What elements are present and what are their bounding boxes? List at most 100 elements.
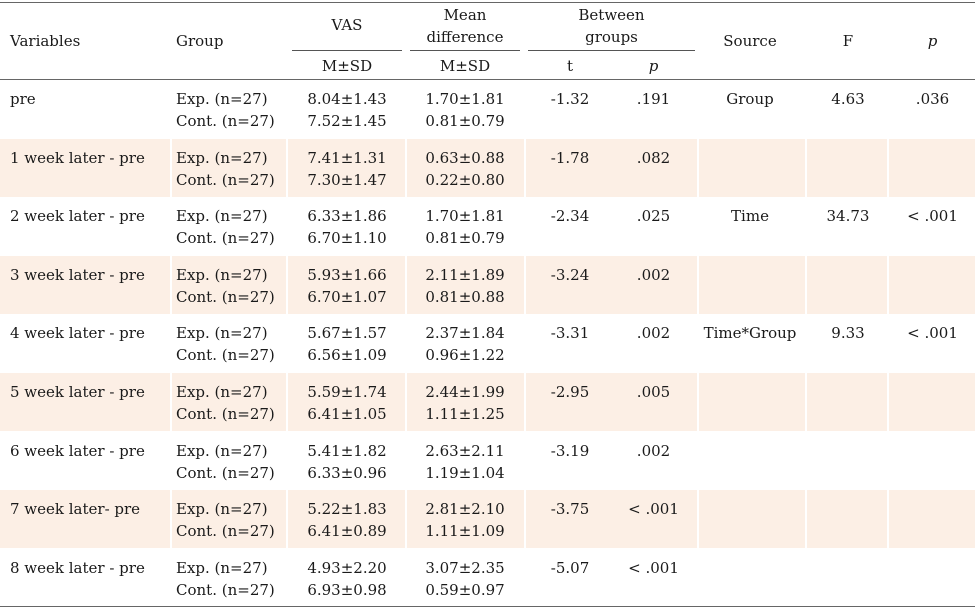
header-source: Source [723,32,777,50]
cell-p2: < .001 [907,207,958,226]
cell-variable: 5 week later - pre [10,383,145,401]
cell-p: .025 [636,207,671,226]
cell-vas-cont: 6.70±1.07 [307,287,387,306]
cell-group: Exp. (n=27) Cont. (n=27) [176,88,286,132]
column-separator [524,490,526,549]
column-separator [805,373,807,431]
cell-vas-exp: 6.33±1.86 [307,207,387,226]
cell-source: Time [731,207,769,226]
column-separator [524,373,526,431]
cell-source: Time*Group [703,324,797,343]
cell-group-exp: Exp. (n=27) [176,558,268,577]
cell-vas: 7.41±1.31 7.30±1.47 [292,147,402,191]
column-separator [697,373,699,431]
cell-mean-difference-exp: 1.70±1.81 [425,90,505,108]
cell-mean-difference-cont: 1.19±1.04 [425,463,505,482]
column-separator [286,490,288,549]
cell-group-cont: Cont. (n=27) [176,580,275,599]
cell-t: -3.19 [550,441,590,460]
header-mean-line2: difference [426,28,504,46]
header-between-t: t [566,57,574,75]
cell-vas-exp: 8.04±1.43 [307,90,387,108]
header-group: Group [176,32,224,50]
header-mean-line1: Mean [443,6,487,24]
cell-t: -3.31 [550,324,590,343]
cell-group-exp: Exp. (n=27) [176,441,268,460]
cell-group-exp: Exp. (n=27) [176,265,268,284]
cell-vas-exp: 4.93±2.20 [307,558,387,577]
column-separator [524,138,526,197]
cell-vas-exp: 7.41±1.31 [307,148,387,167]
table-bottom-rule [0,606,975,607]
cell-vas-cont: 6.41±1.05 [307,405,387,423]
column-separator [697,255,699,314]
cell-group: Exp. (n=27) Cont. (n=27) [176,498,286,542]
cell-mean-difference: 2.63±2.11 1.19±1.04 [410,440,520,484]
header-mean-msd: M±SD [439,57,491,75]
cell-mean-difference-exp: 2.11±1.89 [425,265,505,284]
cell-variable: 1 week later - pre [10,148,145,167]
cell-t: -1.78 [550,148,590,167]
cell-mean-difference: 2.11±1.89 0.81±0.88 [410,264,520,308]
cell-mean-difference-cont: 0.59±0.97 [425,580,505,599]
cell-group-cont: Cont. (n=27) [176,463,275,482]
cell-p2: < .001 [907,324,958,343]
cell-vas: 5.22±1.83 6.41±0.89 [292,498,402,542]
column-separator [170,373,172,431]
cell-vas: 5.41±1.82 6.33±0.96 [292,440,402,484]
column-separator [170,490,172,549]
header-variables: Variables [10,32,81,50]
table-top-rule [0,2,975,3]
cell-mean-difference-exp: 3.07±2.35 [425,558,505,577]
cell-group-cont: Cont. (n=27) [176,287,275,306]
table-header-rule [0,79,975,80]
cell-variable: 2 week later - pre [10,207,145,226]
column-separator [805,138,807,197]
column-separator [697,490,699,549]
cell-group-exp: Exp. (n=27) [176,207,268,226]
header-f: F [842,32,854,50]
column-separator [405,255,407,314]
cell-vas-cont: 7.30±1.47 [307,170,387,189]
cell-t: -1.32 [550,90,590,108]
cell-vas: 6.33±1.86 6.70±1.10 [292,205,402,249]
cell-vas-cont: 6.93±0.98 [307,580,387,599]
cell-vas: 5.93±1.66 6.70±1.07 [292,264,402,308]
header-between-line1: Between [578,6,645,24]
cell-group-exp: Exp. (n=27) [176,324,268,343]
cell-mean-difference: 3.07±2.35 0.59±0.97 [410,557,520,601]
column-separator [405,138,407,197]
table-row: 6 week later - pre Exp. (n=27) Cont. (n=27… [0,432,975,490]
cell-mean-difference-exp: 2.37±1.84 [425,324,505,343]
cell-p2: .036 [915,90,950,108]
cell-mean-difference-cont: 0.81±0.79 [425,229,505,248]
cell-p: < .001 [628,558,679,577]
column-separator [887,490,889,549]
cell-mean-difference-exp: 1.70±1.81 [425,207,505,226]
cell-mean-difference: 2.81±2.10 1.11±1.09 [410,498,520,542]
column-separator [286,138,288,197]
cell-vas-exp: 5.59±1.74 [307,383,387,401]
cell-t: -3.75 [550,500,590,519]
cell-vas-cont: 6.33±0.96 [307,463,387,482]
cell-variable: pre [10,90,36,108]
cell-mean-difference-cont: 0.81±0.88 [425,287,505,306]
cell-t: -5.07 [550,558,590,577]
column-separator [805,255,807,314]
column-separator [286,373,288,431]
cell-vas-exp: 5.41±1.82 [307,441,387,460]
cell-group: Exp. (n=27) Cont. (n=27) [176,557,286,601]
cell-vas: 5.67±1.57 6.56±1.09 [292,322,402,366]
table-row: 1 week later - pre Exp. (n=27) Cont. (n=27… [0,138,975,197]
cell-mean-difference-cont: 0.96±1.22 [425,346,505,365]
cell-group-exp: Exp. (n=27) [176,90,268,108]
cell-group-exp: Exp. (n=27) [176,500,268,519]
cell-mean-difference-exp: 2.44±1.99 [425,383,505,401]
cell-variable: 3 week later - pre [10,265,145,284]
cell-variable: 6 week later - pre [10,441,145,460]
table-row: 4 week later - pre Exp. (n=27) Cont. (n=27… [0,314,975,372]
cell-mean-difference-exp: 2.81±2.10 [425,500,505,519]
cell-group: Exp. (n=27) Cont. (n=27) [176,264,286,308]
cell-group-cont: Cont. (n=27) [176,229,275,248]
